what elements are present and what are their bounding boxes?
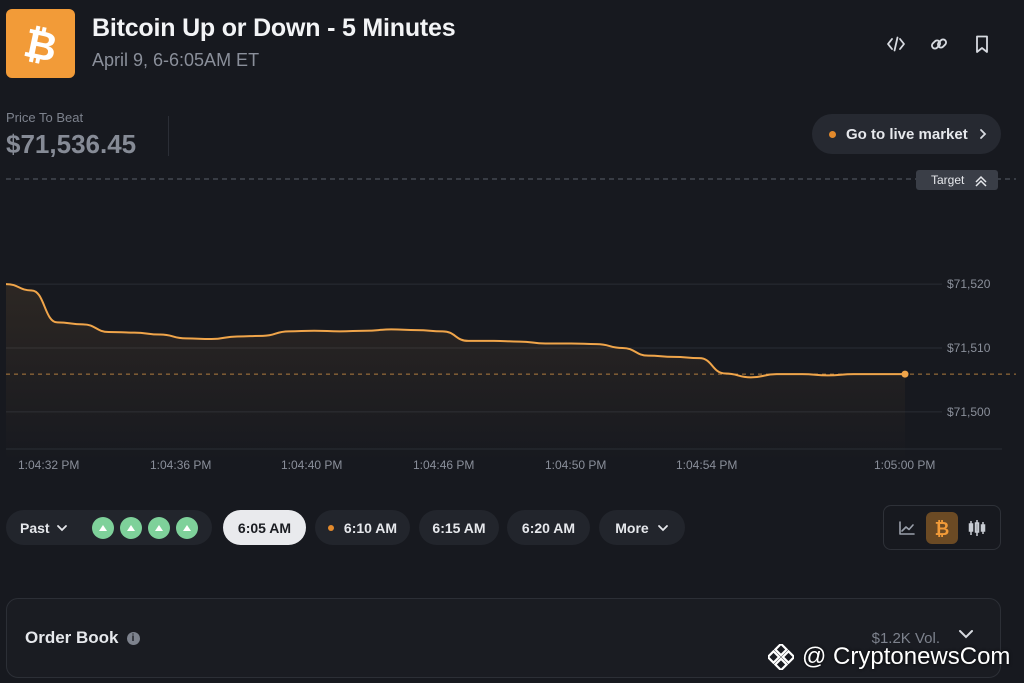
past-dropdown[interactable]: Past xyxy=(20,520,68,536)
market-subtitle: April 9, 6-6:05AM ET xyxy=(92,50,260,70)
x-tick-label: 1:04:50 PM xyxy=(545,458,606,472)
watermark-text: @ CryptonewsCom xyxy=(802,643,1011,670)
price-line xyxy=(5,283,905,379)
chevron-down-icon xyxy=(657,524,668,531)
past-result-up-badge[interactable] xyxy=(175,516,198,539)
arrow-up-icon xyxy=(98,524,107,531)
bookmark-button[interactable] xyxy=(969,31,995,57)
order-book-panel[interactable]: Order Book i $1.2K Vol. xyxy=(6,598,1001,678)
double-chevron-up-icon xyxy=(975,175,987,187)
link-icon xyxy=(931,38,947,50)
live-dot-icon xyxy=(829,130,836,138)
embed-icon xyxy=(887,36,905,52)
chevron-right-icon xyxy=(978,128,988,140)
info-icon[interactable]: i xyxy=(126,631,140,645)
bitcoin-chart-button[interactable]: ₿ xyxy=(925,511,958,544)
order-book-title: Order Book xyxy=(25,628,119,647)
market-title: Bitcoin Up or Down - 5 Minutes xyxy=(92,14,456,42)
live-dot-icon xyxy=(327,524,334,531)
target-badge: Target xyxy=(916,170,998,190)
x-tick-label: 1:04:46 PM xyxy=(413,458,474,472)
embed-button[interactable] xyxy=(883,31,909,57)
bookmark-icon xyxy=(976,35,988,53)
past-results-group: Past xyxy=(6,510,212,545)
y-tick-label: $71,520 xyxy=(947,277,991,291)
order-book-header: Order Book i xyxy=(25,628,140,648)
price-to-beat-value: $71,536.45 xyxy=(6,129,137,159)
time-chip-620[interactable]: 6:20 AM xyxy=(507,510,590,545)
past-result-badges xyxy=(91,516,198,539)
more-dropdown[interactable]: More xyxy=(599,510,685,545)
x-tick-label: 1:05:00 PM xyxy=(874,458,935,472)
x-tick-label: 1:04:36 PM xyxy=(150,458,211,472)
line-chart-icon xyxy=(899,520,916,535)
live-button-label: Go to live market xyxy=(846,125,968,143)
candlestick-chart-button[interactable] xyxy=(961,512,993,544)
time-chip-label: 6:10 AM xyxy=(343,519,398,536)
chart-type-toggle: ₿ xyxy=(883,505,1001,550)
target-label: Target xyxy=(931,173,965,187)
timeline-bar: Past xyxy=(6,510,212,545)
svg-text:₿: ₿ xyxy=(22,22,60,66)
x-tick-label: 1:04:32 PM xyxy=(18,458,79,472)
y-tick-label: $71,510 xyxy=(947,341,991,355)
price-chart: Target $71,520 $71,510 $71,500 1:04:32 PM 1:0… xyxy=(5,170,1016,472)
svg-text:₿: ₿ xyxy=(935,519,950,538)
time-chip-label: 6:05 AM xyxy=(237,519,292,536)
past-result-up-badge[interactable] xyxy=(147,516,170,539)
chevron-down-icon xyxy=(56,524,67,531)
chevron-down-icon xyxy=(959,630,973,639)
arrow-up-icon xyxy=(126,524,135,531)
past-label: Past xyxy=(20,519,50,536)
line-chart-button[interactable] xyxy=(891,512,923,544)
arrow-up-icon xyxy=(154,524,163,531)
watermark: @ CryptonewsCom xyxy=(768,643,1010,671)
time-chip-605[interactable]: 6:05 AM xyxy=(223,510,306,545)
divider xyxy=(168,116,169,156)
copy-link-button[interactable] xyxy=(926,31,952,57)
bitcoin-logo: ₿ xyxy=(6,9,75,78)
go-to-live-market-button[interactable]: Go to live market xyxy=(812,114,1001,154)
bitcoin-icon: ₿ xyxy=(22,22,60,66)
price-area xyxy=(6,284,905,461)
current-price-dot xyxy=(901,370,909,378)
time-chip-label: 6:20 AM xyxy=(521,519,576,536)
past-result-up-badge[interactable] xyxy=(91,516,114,539)
time-chip-610[interactable]: 6:10 AM xyxy=(315,510,410,545)
x-tick-label: 1:04:54 PM xyxy=(676,458,737,472)
order-book-volume: $1.2K Vol. xyxy=(871,630,940,647)
x-tick-label: 1:04:40 PM xyxy=(281,458,342,472)
price-to-beat-label: Price To Beat xyxy=(6,110,84,125)
more-label: More xyxy=(615,519,649,536)
expand-order-book-button[interactable] xyxy=(958,629,974,639)
time-chip-label: 6:15 AM xyxy=(432,519,486,536)
time-chip-615[interactable]: 6:15 AM xyxy=(419,510,499,545)
candlestick-icon xyxy=(968,519,985,536)
arrow-up-icon xyxy=(182,524,191,531)
past-result-up-badge[interactable] xyxy=(119,516,142,539)
bitcoin-icon: ₿ xyxy=(935,519,950,538)
y-tick-label: $71,500 xyxy=(947,405,991,419)
binance-logo-icon xyxy=(768,644,794,670)
